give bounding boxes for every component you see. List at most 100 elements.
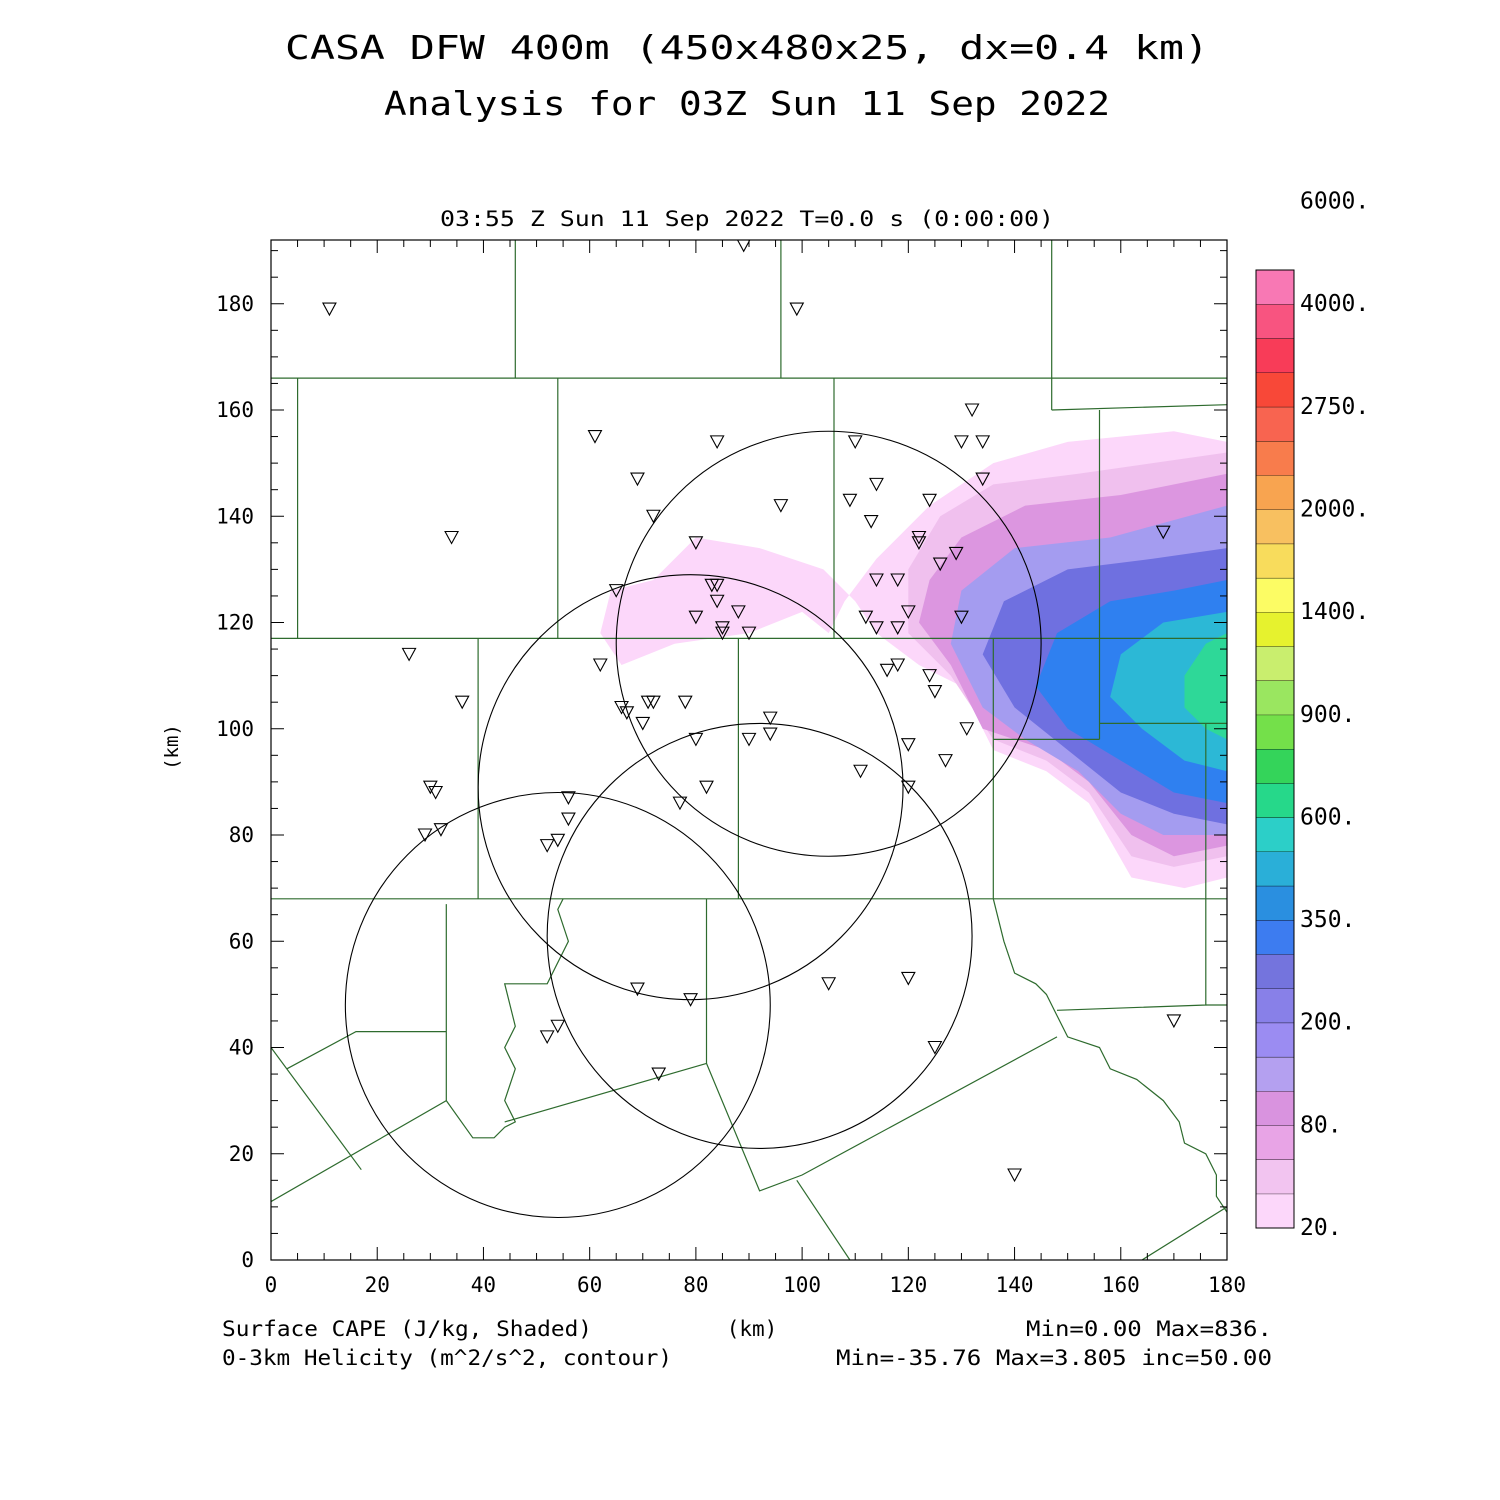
station-marker: [964, 403, 980, 418]
station-marker: [709, 578, 725, 593]
station-marker: [847, 435, 863, 450]
chart-title-line1: CASA DFW 400m (450x480x25, dx=0.4 km): [285, 28, 1209, 67]
station-marker: [922, 669, 938, 683]
colorbar-swatch: [1256, 885, 1294, 921]
county-boundary: [271, 904, 447, 1203]
station-marker: [433, 823, 449, 837]
colorbar-swatch: [1256, 817, 1294, 852]
station-marker: [709, 435, 725, 450]
x-tick-label: 120: [889, 1273, 927, 1297]
colorbar-label: 200.: [1300, 1010, 1355, 1036]
station-marker: [688, 536, 704, 550]
station-marker: [715, 621, 730, 635]
colorbar-swatch: [1256, 509, 1294, 544]
county-boundary: [705, 898, 1058, 1192]
helicity-contour: [615, 430, 1042, 857]
station-marker: [550, 1019, 566, 1034]
colorbar-swatch: [1256, 338, 1294, 373]
station-marker: [619, 706, 635, 720]
station-marker: [927, 1040, 943, 1055]
y-axis-label: (km): [161, 724, 183, 770]
shaded-field-stats: Min=0.00 Max=836.: [1026, 1317, 1272, 1341]
station-marker: [959, 722, 975, 736]
station-marker: [677, 695, 693, 710]
colorbar-swatch: [1256, 1125, 1294, 1160]
station-marker: [821, 977, 837, 991]
station-marker: [869, 621, 884, 635]
colorbar: 20. 80. 200. 350. 600. 900. 1400. 2000. 2750. 400…: [1255, 189, 1369, 1241]
helicity-contour: [546, 722, 973, 1149]
station-marker: [444, 530, 460, 545]
cape-region-750: [1184, 633, 1227, 740]
colorbar-swatch: [1256, 851, 1294, 886]
county-boundaries: [271, 240, 1227, 1260]
station-marker: [975, 435, 991, 450]
station-marker: [688, 732, 704, 747]
axis-ticks: [270, 240, 1228, 1261]
cape-region-600: [1110, 611, 1227, 772]
x-tick-label: 180: [1208, 1273, 1246, 1297]
station-marker: [954, 610, 969, 625]
colorbar-swatch: [1256, 270, 1294, 305]
station-marker: [539, 839, 555, 853]
station-marker: [422, 780, 438, 795]
y-tick-label: 120: [216, 611, 254, 635]
station-marker: [932, 557, 948, 572]
county-boundary: [271, 1047, 362, 1171]
station-marker: [789, 302, 805, 317]
station-marker: [853, 764, 868, 779]
station-marker: [900, 971, 916, 986]
station-marker: [741, 732, 757, 747]
station-marker: [550, 833, 566, 848]
chart-title-line2: Analysis for 03Z Sun 11 Sep 2022: [384, 84, 1110, 123]
y-tick-label: 80: [229, 823, 254, 847]
helicity-contour: [477, 574, 904, 1001]
colorbar-swatch: [1256, 680, 1294, 715]
station-marker: [1155, 525, 1171, 540]
station-marker: [736, 240, 751, 253]
station-marker: [630, 472, 645, 487]
station-marker: [592, 658, 608, 673]
station-marker: [417, 828, 433, 843]
station-marker: [948, 546, 964, 561]
colorbar-swatch: [1256, 1193, 1294, 1228]
station-marker: [858, 610, 874, 625]
colorbar-label: 80.: [1300, 1112, 1342, 1138]
station-marker: [560, 791, 576, 805]
colorbar-label: 20.: [1300, 1215, 1342, 1241]
station-marker: [869, 477, 884, 492]
x-tick-label: 160: [1102, 1273, 1140, 1297]
cape-shading: [600, 431, 1227, 889]
station-marker: [645, 695, 661, 710]
station-marker: [1166, 1014, 1182, 1029]
colorbar-swatch: [1256, 475, 1294, 510]
station-marker: [709, 594, 725, 609]
colorbar-label: 350.: [1300, 907, 1355, 933]
county-boundary: [992, 898, 1227, 1213]
shaded-field-label: Surface CAPE (J/kg, Shaded): [222, 1317, 592, 1341]
y-tick-label: 140: [216, 504, 254, 528]
colorbar-label: 6000.: [1300, 189, 1369, 215]
station-marker: [890, 573, 906, 588]
station-marker: [762, 727, 778, 742]
y-tick-label: 180: [216, 292, 254, 316]
station-marker: [773, 499, 789, 513]
station-marker: [900, 738, 916, 752]
x-axis-label: (km): [727, 1317, 778, 1341]
station-marker: [927, 685, 943, 699]
colorbar-swatch: [1256, 714, 1294, 749]
station-marker: [699, 780, 714, 795]
colorbar-swatch: [1256, 441, 1294, 476]
station-marker: [635, 716, 651, 731]
y-tick-label: 100: [216, 717, 254, 741]
colorbar-swatch: [1256, 1091, 1294, 1126]
colorbar-label: 900.: [1300, 702, 1355, 728]
station-marker: [683, 993, 699, 1007]
y-tick-label: 0: [241, 1248, 254, 1272]
colorbar-swatch: [1256, 954, 1294, 989]
station-marker: [321, 302, 337, 317]
colorbar-swatch: [1256, 783, 1294, 818]
x-tick-label: 40: [471, 1273, 496, 1297]
county-boundary: [504, 1062, 707, 1123]
